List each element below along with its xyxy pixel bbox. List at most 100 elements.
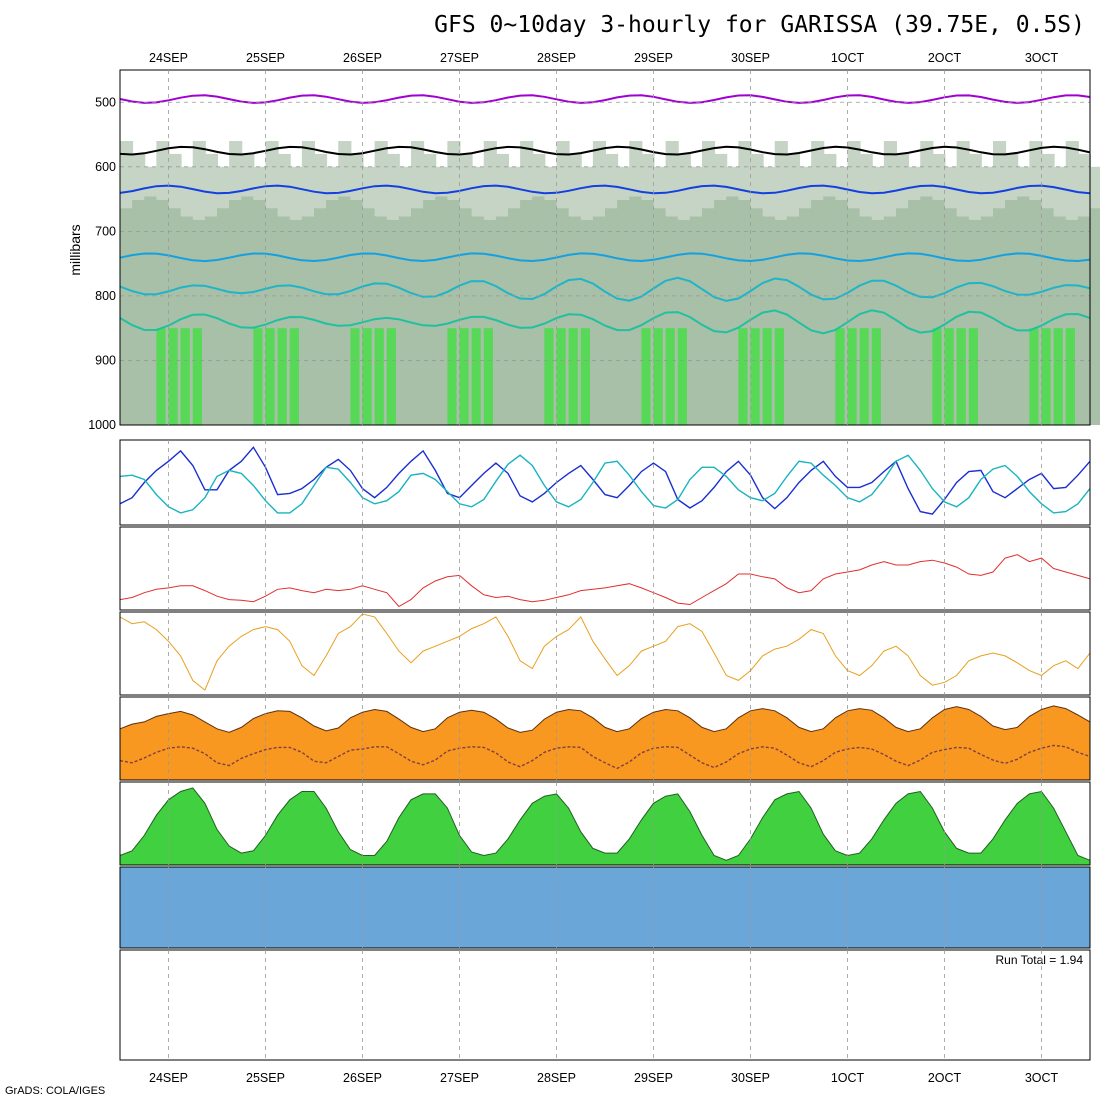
cloud-bg [120, 867, 1090, 948]
rh-shade [896, 153, 910, 209]
rh-shade [217, 208, 231, 425]
rh-shade [132, 153, 146, 200]
bottom-date-label: 25SEP [246, 1071, 285, 1085]
rh-shade [1090, 208, 1100, 425]
rh-shade [1017, 166, 1031, 197]
top-date-label: 26SEP [343, 51, 382, 65]
rh-shade [968, 328, 978, 425]
rh-shade [204, 153, 218, 217]
rh-shade [217, 166, 231, 209]
rh-shade [932, 153, 946, 200]
rh-shade [580, 328, 590, 425]
top-date-label: 28SEP [537, 51, 576, 65]
panel-frame-temp_dew [119, 696, 1091, 781]
rh-shade [859, 328, 869, 425]
rh-shade [1053, 166, 1067, 217]
rh-shade [968, 153, 982, 220]
rh-shade [1065, 328, 1075, 425]
rh-shade [1029, 328, 1039, 425]
rh-shade [993, 208, 1007, 425]
rh-shade [1041, 328, 1051, 425]
rh-shade [847, 328, 857, 425]
bottom-date-label: 1OCT [831, 1071, 865, 1085]
pressure-tick-label: 800 [95, 289, 116, 303]
isotherm-line [119, 252, 1091, 263]
rh-shade [617, 199, 631, 425]
pressure-tick-label: 900 [95, 353, 116, 367]
rh-shade [544, 328, 554, 425]
panel-frame-precip [119, 949, 1091, 1061]
top-date-label: 25SEP [246, 51, 285, 65]
pressure-tick-label: 1000 [88, 418, 116, 432]
panel-frame-wind [119, 611, 1091, 696]
rh-shade [1077, 216, 1091, 425]
rh-shade [1017, 196, 1031, 425]
rh-shade [665, 141, 679, 217]
rh-shade [689, 166, 703, 217]
rh-shade [774, 141, 788, 220]
rh-shade [423, 153, 437, 200]
top-date-label: 1OCT [831, 51, 865, 65]
rh-shade [908, 199, 922, 425]
credit-label: GrADS: COLA/IGES [5, 1085, 105, 1097]
rh-shade [447, 141, 461, 200]
rh-shade [192, 141, 206, 220]
top-date-label: 27SEP [440, 51, 479, 65]
panel-frame-cloud [119, 866, 1091, 949]
rh-shade [350, 153, 364, 200]
rh-shade [253, 328, 263, 425]
rh-area [119, 787, 1091, 866]
rh-shade [750, 328, 760, 425]
rh-shade [677, 328, 687, 425]
rh-shade [435, 166, 449, 197]
rh-shade [956, 141, 970, 217]
rh-shade [641, 328, 651, 425]
pressure-tick-label: 600 [95, 160, 116, 174]
rh-shade [192, 328, 202, 425]
rh-shade [301, 141, 315, 217]
rh-shade [471, 328, 481, 425]
rh-shade [702, 208, 716, 425]
rh-shade [980, 216, 994, 425]
rh-shade [144, 196, 158, 425]
rh-shade [459, 328, 469, 425]
rh-shade [568, 328, 578, 425]
rh-shade [1090, 166, 1100, 209]
bottom-date-label: 28SEP [537, 1071, 576, 1085]
rh-shade [362, 328, 372, 425]
rh-shade [883, 216, 897, 425]
rh-shade [289, 328, 299, 425]
rh-shade [641, 153, 655, 200]
rh-shade [920, 196, 934, 425]
rh-shade [301, 216, 315, 425]
rh-shade [338, 196, 352, 425]
rh-shade [520, 141, 534, 200]
panels-group: 24SEP 24SEP 25SEP 25SEP 26SEP 26SEP 27SEP 27SEP… [67, 51, 1100, 1085]
rh-shade [326, 166, 340, 200]
bottom-date-label: 26SEP [343, 1071, 382, 1085]
rh-shade [859, 153, 873, 217]
rh-shade [883, 141, 897, 217]
series-line-1 [119, 454, 1091, 514]
rh-shade [738, 141, 752, 200]
bottom-date-label: 2OCT [928, 1071, 962, 1085]
rh-shade [835, 166, 849, 200]
rh-shade [714, 199, 728, 425]
rh-shade [508, 208, 522, 425]
rh-shade [423, 199, 437, 425]
bottom-date-label: 3OCT [1025, 1071, 1059, 1085]
rh-shade [132, 199, 146, 425]
rh-shade [544, 166, 558, 200]
rh-shade [120, 208, 134, 425]
isotherm-line [119, 276, 1091, 302]
rh-shade [277, 153, 291, 217]
pressure-axis-label: millibars [67, 224, 83, 275]
rh-shade [738, 328, 748, 425]
run-total-label: Run Total = 1.94 [995, 953, 1083, 967]
rh-shade [786, 153, 800, 217]
pressure-tick-label: 500 [95, 95, 116, 109]
rh-shade [592, 216, 606, 425]
top-date-label: 29SEP [634, 51, 673, 65]
isotherm-line [119, 94, 1091, 104]
